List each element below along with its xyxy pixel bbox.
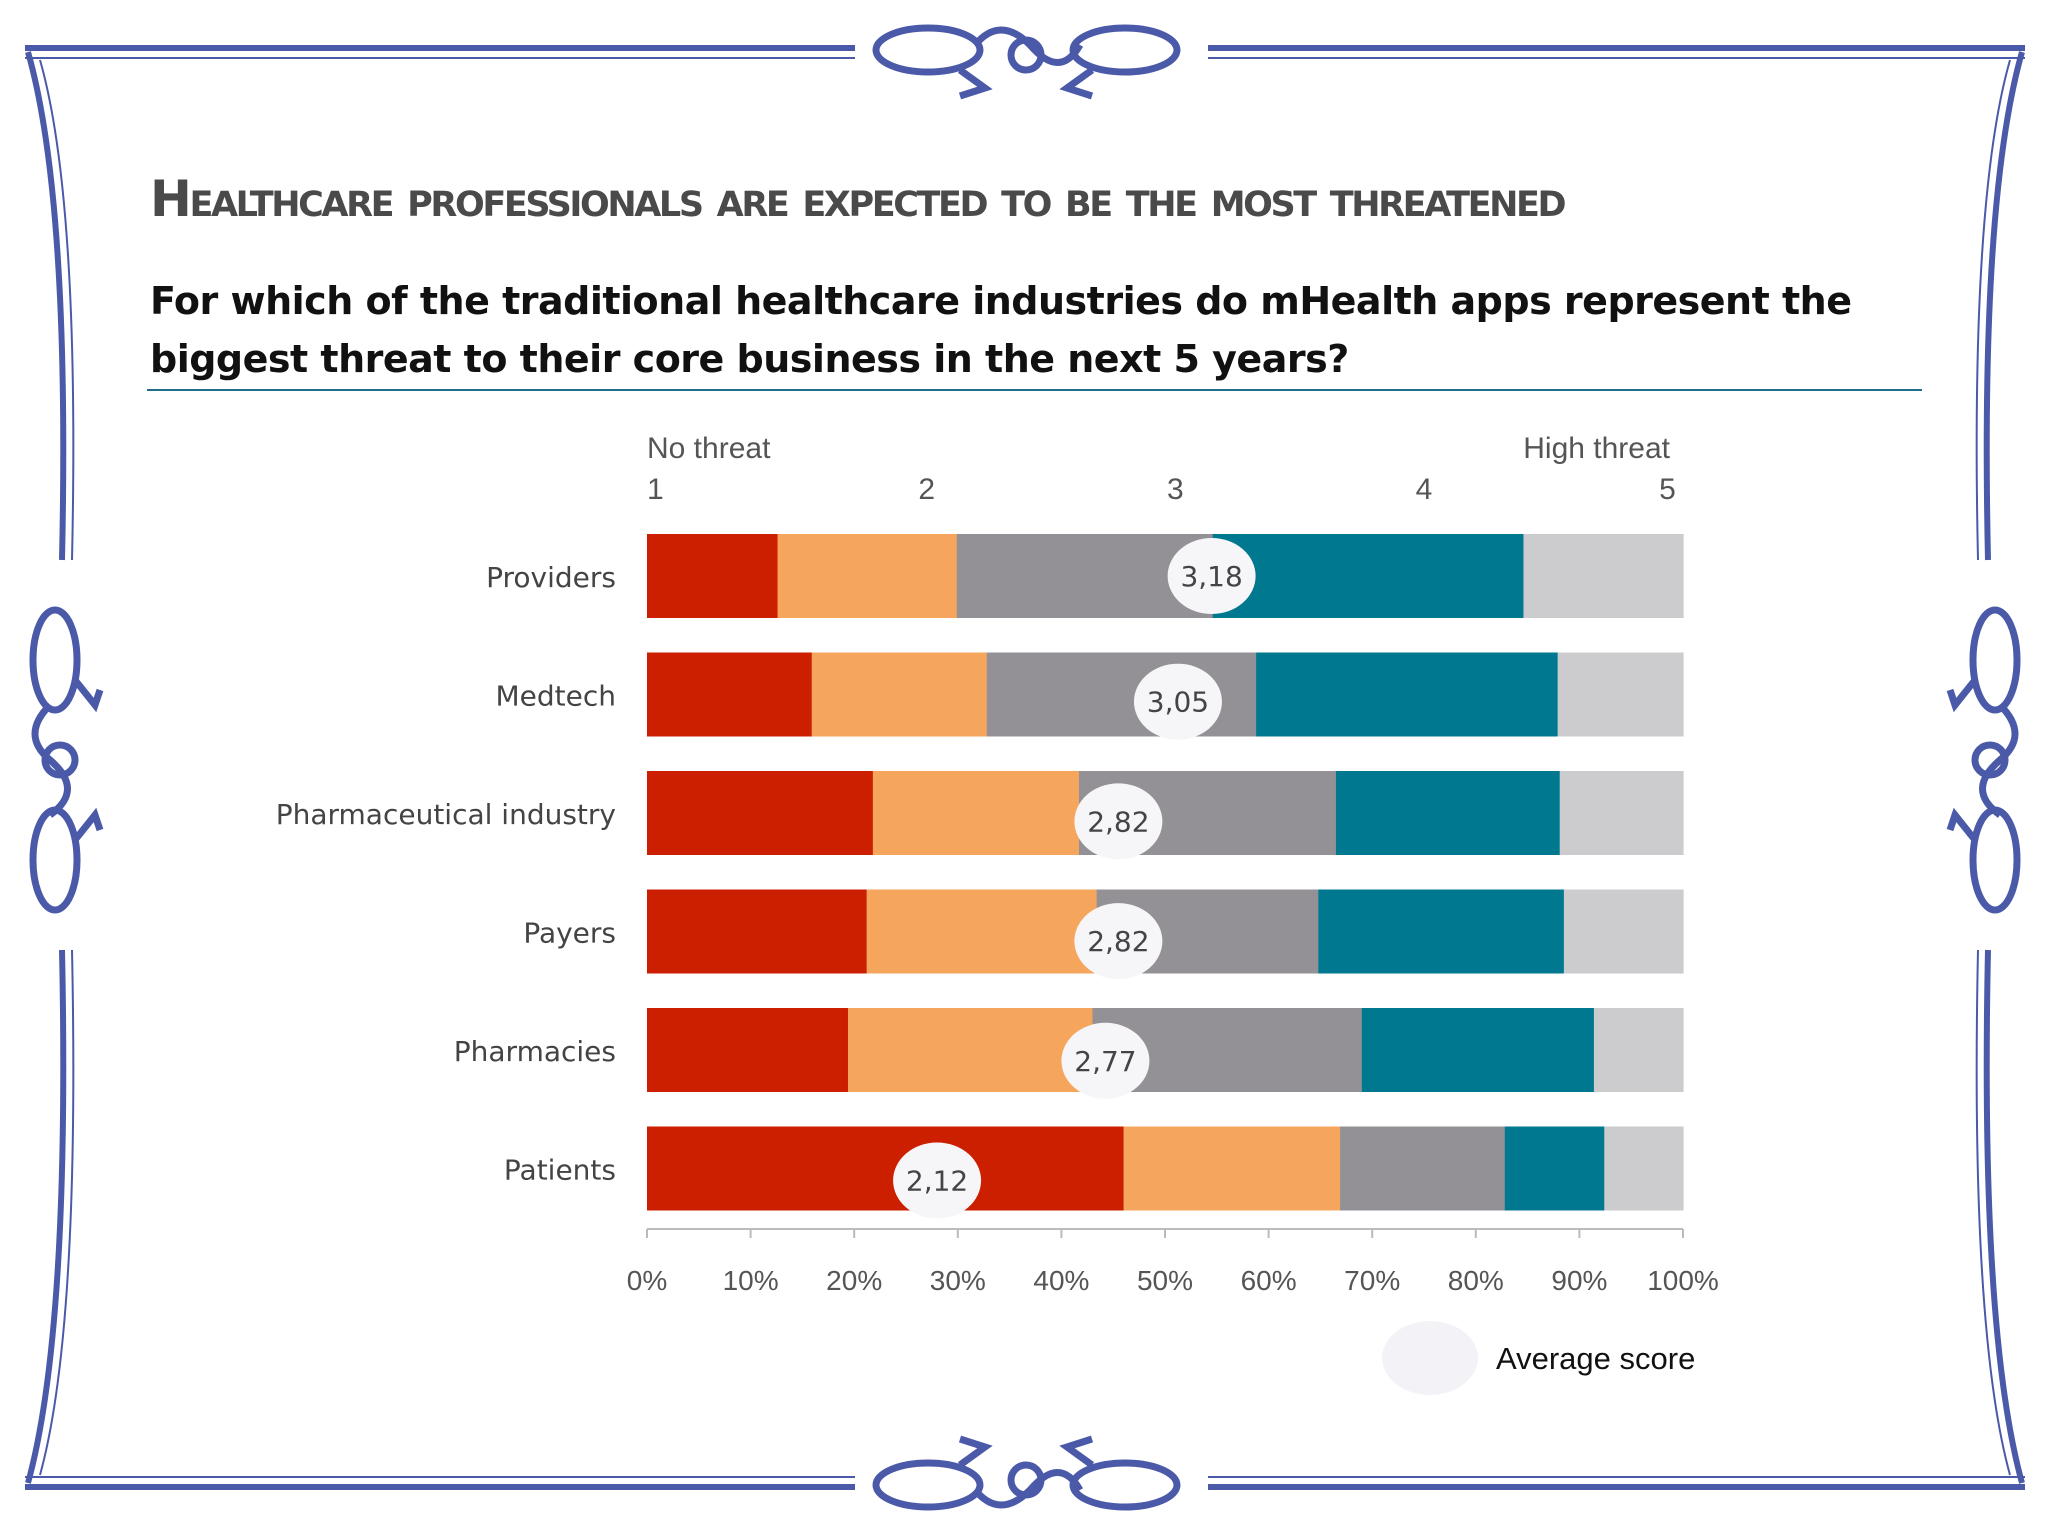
x-axis-tick-label: 0%: [627, 1265, 667, 1296]
bar-segment: [1340, 1126, 1506, 1211]
bar-segment: [1123, 1126, 1341, 1211]
x-axis-tick-label: 100%: [1647, 1265, 1719, 1296]
average-score-label: 2,77: [1074, 1045, 1136, 1078]
x-axis-tick-label: 60%: [1241, 1265, 1297, 1296]
bar-segment: [1361, 1008, 1595, 1092]
bar-segment: [1504, 1126, 1605, 1211]
bar-segment: [647, 889, 868, 974]
category-label: Providers: [486, 561, 616, 594]
x-axis-tick-label: 70%: [1344, 1265, 1400, 1296]
page-title: Healthcare professionals are expected to…: [150, 170, 1567, 228]
x-axis-tick-label: 80%: [1448, 1265, 1504, 1296]
survey-question: For which of the traditional healthcare …: [150, 279, 1852, 381]
score-axis-tick: 4: [1416, 473, 1433, 506]
bar-segment: [1604, 1126, 1684, 1211]
bar-segment: [1256, 652, 1559, 737]
category-label: Payers: [523, 917, 616, 950]
average-score-bubble: [1061, 1022, 1150, 1099]
score-axis-tick: 2: [918, 473, 935, 506]
average-score-bubble: [1167, 538, 1256, 614]
bar-segment: [866, 889, 1098, 974]
average-score-label: 2,12: [906, 1165, 968, 1198]
bar-segment: [1523, 534, 1684, 618]
average-score-bubble: [1074, 783, 1163, 860]
bottom-ornament: [872, 1435, 1181, 1511]
category-label: Patients: [504, 1154, 616, 1187]
right-ornament: [1946, 606, 2021, 914]
bar-segment: [1593, 1008, 1684, 1092]
score-axis-tick: 1: [647, 473, 664, 506]
bar-segment: [1318, 889, 1565, 974]
bar-segment: [647, 771, 874, 855]
score-axis-tick: 5: [1659, 473, 1676, 506]
category-label: Medtech: [495, 680, 616, 713]
x-axis-tick-label: 20%: [826, 1265, 882, 1296]
x-axis-tick-label: 40%: [1033, 1265, 1089, 1296]
score-axis-low-label: No threat: [647, 432, 771, 465]
bar-segment: [847, 1008, 1094, 1092]
bar-segment: [1335, 771, 1561, 855]
average-score-label: 2,82: [1087, 925, 1149, 958]
bar-segment: [647, 1126, 1125, 1211]
legend-label: Average score: [1496, 1341, 1695, 1376]
bar-segment: [647, 652, 813, 737]
title-divider: [147, 389, 1922, 391]
average-score-bubble: [1133, 663, 1222, 740]
average-score-bubble: [893, 1142, 982, 1219]
legend-swatch: [1382, 1321, 1478, 1395]
x-axis-tick-label: 30%: [930, 1265, 986, 1296]
average-score-label: 2,82: [1087, 805, 1149, 838]
x-axis-tick-label: 10%: [723, 1265, 779, 1296]
left-ornament: [29, 606, 104, 914]
bar-segment: [777, 534, 958, 618]
bar-segment: [872, 771, 1080, 855]
x-axis-tick-label: 50%: [1137, 1265, 1193, 1296]
category-label: Pharmaceutical industry: [276, 798, 616, 831]
average-score-bubble: [1074, 903, 1163, 980]
bar-segment: [647, 534, 779, 618]
category-label: Pharmacies: [454, 1035, 616, 1068]
average-score-label: 3,05: [1147, 686, 1209, 719]
x-axis-tick-label: 90%: [1551, 1265, 1607, 1296]
bar-segment: [1212, 534, 1525, 618]
bar-segment: [811, 652, 988, 737]
top-ornament: [872, 24, 1181, 100]
bar-segment: [1557, 652, 1684, 737]
score-axis-high-label: High threat: [1523, 432, 1670, 465]
bar-segment: [647, 1008, 849, 1092]
bar-segment: [1559, 771, 1684, 855]
score-axis-tick: 3: [1167, 473, 1184, 506]
average-score-label: 3,18: [1180, 560, 1242, 593]
bar-segment: [1563, 889, 1684, 974]
